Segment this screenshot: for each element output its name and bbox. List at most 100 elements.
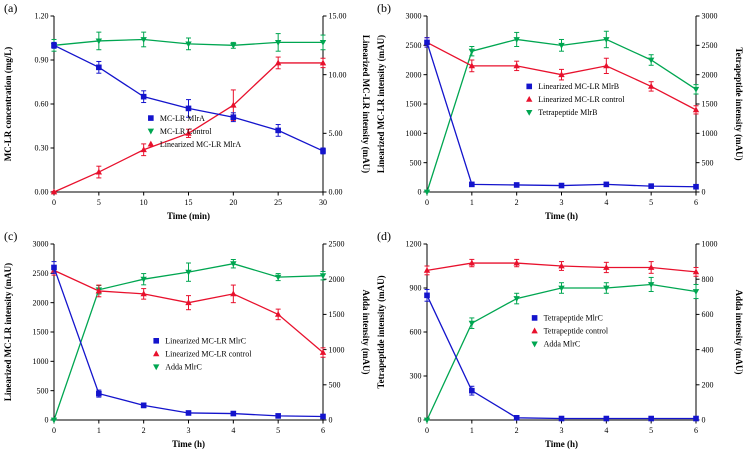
triangle-down-marker: [558, 285, 565, 292]
x-tick-label: 10: [140, 198, 148, 207]
triangle-down-marker: [603, 37, 610, 43]
legend-entry-label: Tetrapeptide MlrB: [538, 108, 597, 117]
series-2: [423, 30, 700, 196]
legend-entry-label: Tetrapeptide control: [544, 327, 609, 336]
triangle-up-marker: [423, 267, 431, 273]
panel-c: (c) 0 500 1000 1500 2000 2500 3000 0 500 1000 1500 2…: [0, 228, 373, 456]
x-tick-label: 4: [604, 198, 608, 207]
series-1: [50, 31, 327, 52]
square-marker: [558, 415, 565, 422]
left-tick-label: 1200: [406, 240, 422, 249]
triangle-up-marker: [153, 350, 160, 357]
series-2: [50, 56, 327, 195]
legend-entry-label: Tetrapeptide MlrC: [544, 314, 603, 323]
right-tick-label: 200: [702, 381, 714, 390]
axes: 0.00 0.30 0.60 0.90 1.20 0.00 5.00 10.00 15.00 0 5…: [35, 12, 347, 207]
left-tick-label: 2500: [406, 41, 422, 50]
chart-panel-d: (d) 0 300 600 900 1200 0 200 400 600 800 1000 0 1 2 3 4 5…: [376, 229, 744, 449]
left-tick-label: 1.20: [35, 12, 49, 21]
x-tick-label: 1: [97, 426, 101, 435]
x-tick-label: 0: [425, 426, 429, 435]
right-tick-label: 0: [329, 416, 333, 425]
triangle-down-marker: [147, 128, 155, 135]
square-marker: [320, 413, 326, 420]
triangle-up-marker: [230, 290, 237, 297]
right-tick-label: 0.00: [329, 188, 343, 197]
square-marker: [424, 292, 430, 299]
square-marker: [648, 415, 654, 422]
panel-b: (b) 0 500 1000 1500 2000 2500 3000 0 500 1000 1500 2…: [373, 0, 746, 228]
square-marker: [531, 315, 538, 321]
legend-entry-label: Linearized MC-LR MlrC: [165, 337, 246, 346]
x-tick-label: 0: [52, 198, 56, 207]
x-tick-label: 6: [321, 426, 325, 435]
x-tick-label: 25: [274, 198, 282, 207]
triangle-down-marker: [319, 273, 327, 280]
right-tick-label: 800: [702, 275, 714, 284]
triangle-down-marker: [531, 341, 538, 348]
right-tick-label: 0: [702, 416, 706, 425]
right-tick-label: 1500: [702, 100, 718, 109]
x-tick-label: 3: [187, 426, 191, 435]
right-tick-label: 2500: [329, 240, 345, 249]
triangle-down-marker: [140, 276, 147, 283]
right-tick-label: 15.00: [329, 12, 347, 21]
x-axis-title: Time (h): [545, 439, 578, 449]
triangle-up-marker: [140, 290, 147, 297]
triangle-up-marker: [140, 146, 147, 153]
axes: 0 500 1000 1500 2000 2500 3000 0 500 1000 1500 2000…: [33, 240, 345, 435]
triangle-up-marker: [319, 349, 327, 355]
right-tick-label: 500: [702, 158, 714, 167]
x-tick-label: 1: [470, 426, 474, 435]
triangle-down-marker: [423, 189, 431, 196]
series-2: [423, 276, 700, 424]
left-tick-label: 500: [37, 386, 49, 395]
square-marker: [51, 264, 57, 271]
chart-panel-a: (a) 0.00 0.30 0.60 0.90 1.20 0.00 5.00 10.00 15.0…: [3, 1, 371, 221]
x-tick-label: 15: [185, 198, 193, 207]
triangle-down-marker: [274, 40, 282, 46]
x-tick-label: 3: [560, 426, 564, 435]
triangle-up-marker: [95, 287, 103, 294]
square-marker: [96, 390, 102, 397]
square-marker: [424, 39, 430, 46]
legend-entry-label: Linearized MC-LR control: [538, 95, 625, 104]
triangle-down-marker: [274, 274, 282, 281]
legend-entry-label: Adda MlrC: [165, 363, 202, 372]
left-tick-label: 0: [418, 416, 422, 425]
left-tick-label: 0.60: [35, 100, 49, 109]
y-axis-title-right: Linearized MC-LR intensity (mAU): [361, 35, 371, 173]
left-tick-label: 0: [45, 416, 49, 425]
legend: MC-LR MlrA MC-LR Control Linearized MC-LR …: [147, 114, 241, 149]
left-tick-label: 600: [410, 328, 422, 337]
y-axis-title-left: MC-LR concentration (mg/L): [3, 47, 13, 161]
square-marker: [275, 127, 281, 134]
right-tick-label: 500: [329, 381, 341, 390]
right-tick-label: 1500: [329, 310, 345, 319]
triangle-up-marker: [468, 62, 476, 69]
triangle-up-marker: [468, 259, 476, 266]
triangle-down-marker: [647, 282, 655, 288]
square-marker: [230, 410, 237, 417]
square-marker: [185, 105, 192, 112]
right-tick-label: 0: [702, 188, 706, 197]
triangle-up-marker: [147, 140, 155, 147]
x-tick-label: 30: [319, 198, 327, 207]
triangle-up-marker: [692, 268, 700, 275]
triangle-up-marker: [274, 311, 282, 317]
legend: Tetrapeptide MlrC Tetrapeptide control Add…: [531, 314, 609, 349]
triangle-down-marker: [468, 48, 476, 55]
square-marker: [469, 387, 475, 394]
right-tick-label: 2500: [702, 41, 718, 50]
triangle-down-marker: [526, 110, 533, 116]
x-tick-label: 5: [649, 198, 653, 207]
left-tick-label: 0.30: [35, 144, 49, 153]
left-tick-label: 1000: [406, 129, 422, 138]
square-marker: [693, 183, 699, 190]
square-marker: [513, 182, 520, 188]
x-tick-label: 6: [694, 198, 698, 207]
triangle-down-marker: [647, 57, 655, 64]
right-tick-label: 1000: [702, 240, 718, 249]
series-0: [51, 261, 326, 420]
